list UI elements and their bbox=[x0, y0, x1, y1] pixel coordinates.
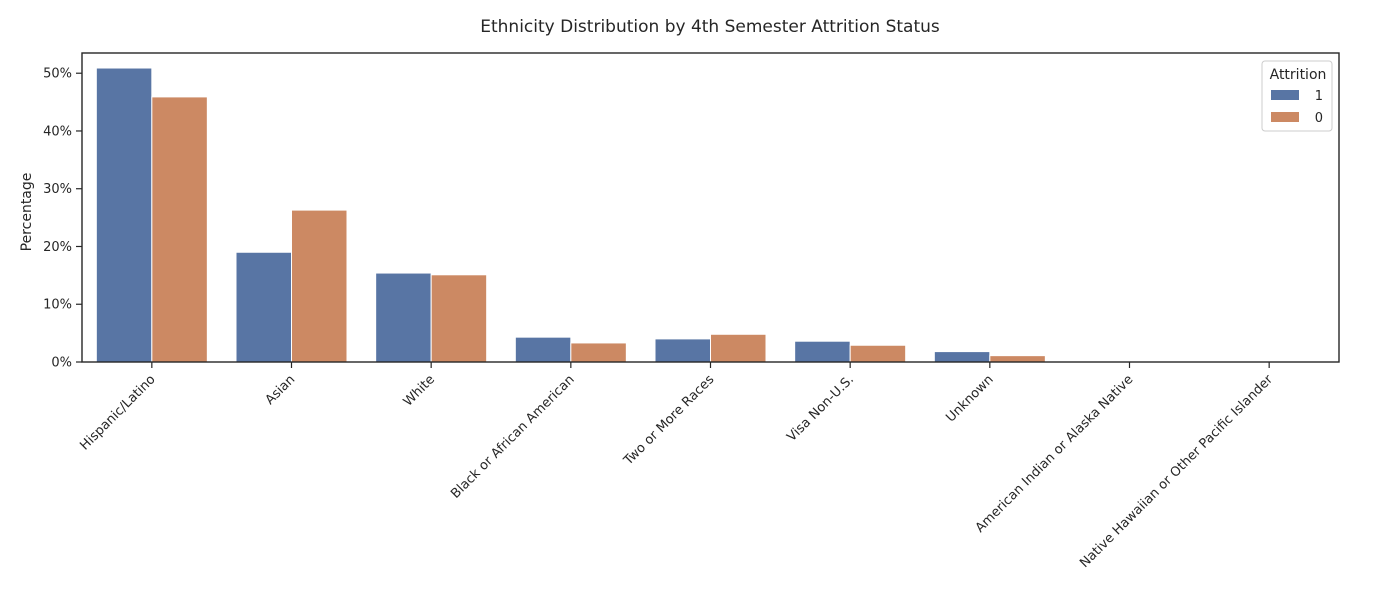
x-tick-label: Visa Non-U.S. bbox=[784, 372, 857, 445]
y-tick-label: 40% bbox=[43, 124, 72, 139]
y-tick-label: 20% bbox=[43, 240, 72, 255]
bar-series-1-2 bbox=[375, 272, 432, 363]
bar-series-0-6 bbox=[989, 355, 1046, 363]
legend-label-0: 0 bbox=[1315, 111, 1323, 126]
y-tick-label: 10% bbox=[43, 298, 72, 313]
chart-title: Ethnicity Distribution by 4th Semester A… bbox=[480, 17, 940, 37]
y-tick-label: 30% bbox=[43, 182, 72, 197]
y-axis-label: Percentage bbox=[19, 173, 35, 252]
legend: Attrition 10 bbox=[1261, 60, 1333, 132]
x-tick-label: Black or African American bbox=[448, 372, 577, 501]
legend-label-1: 1 bbox=[1315, 89, 1323, 104]
x-tick-label: Asian bbox=[263, 372, 299, 408]
bar-series-0-4 bbox=[710, 333, 767, 363]
legend-items: 10 bbox=[1271, 89, 1323, 126]
legend-title: Attrition bbox=[1270, 67, 1327, 83]
bar-series-1-5 bbox=[794, 340, 851, 363]
x-tick-label: Unknown bbox=[943, 372, 996, 425]
bars-group bbox=[95, 67, 1186, 363]
bar-series-1-6 bbox=[933, 351, 991, 363]
bar-series-0-1 bbox=[291, 209, 348, 363]
bar-series-1-1 bbox=[235, 251, 292, 363]
bar-series-0-3 bbox=[570, 342, 627, 363]
legend-swatch-1 bbox=[1271, 90, 1299, 100]
legend-swatch-0 bbox=[1271, 112, 1299, 122]
x-tick-label: White bbox=[401, 372, 438, 409]
x-tick-label: American Indian or Alaska Native bbox=[973, 372, 1137, 536]
x-tick-label: Hispanic/Latino bbox=[77, 372, 158, 453]
bar-series-0-2 bbox=[430, 274, 488, 363]
bar-series-1-0 bbox=[95, 67, 153, 363]
bar-series-0-0 bbox=[151, 96, 208, 363]
bar-series-1-3 bbox=[514, 336, 572, 363]
y-tick-label: 50% bbox=[43, 67, 72, 82]
bar-series-0-5 bbox=[849, 344, 907, 363]
y-tick-label: 0% bbox=[51, 356, 72, 371]
bar-series-1-4 bbox=[654, 338, 711, 363]
x-tick-label: Two or More Races bbox=[620, 372, 717, 469]
